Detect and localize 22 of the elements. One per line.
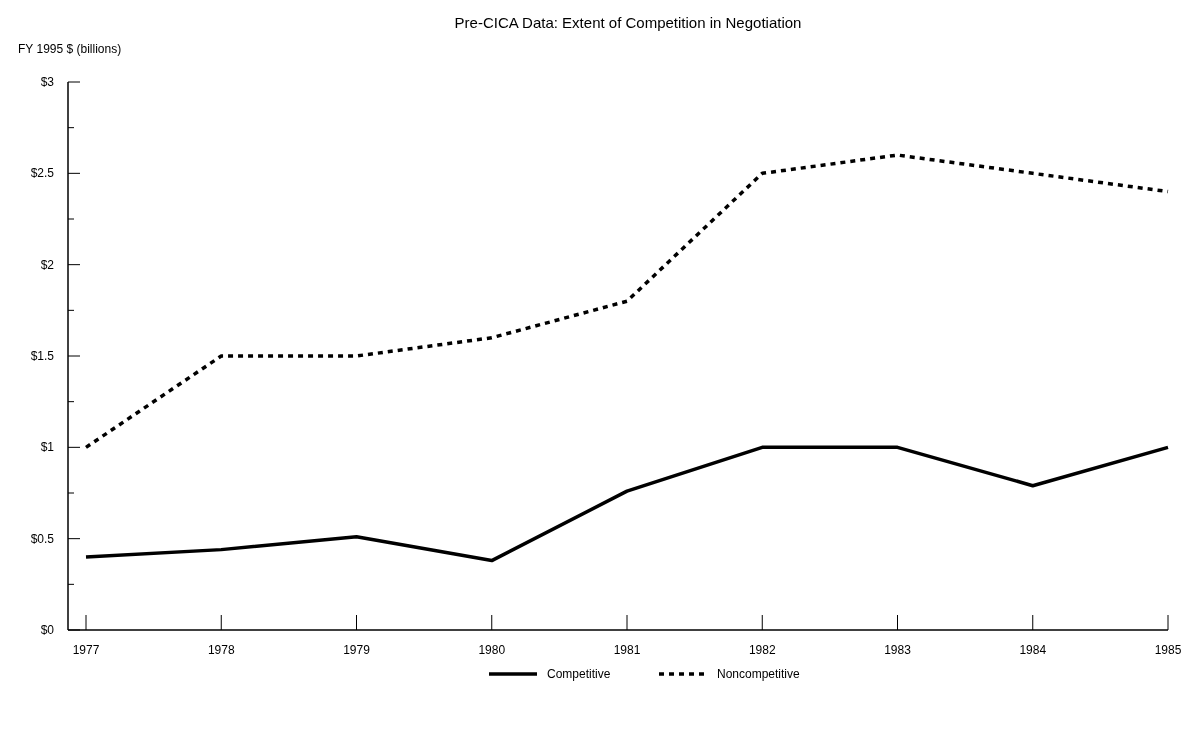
line-series	[84, 153, 1170, 450]
x-tick-label: 1979	[343, 643, 371, 657]
chart-title: Pre-CICA Data: Extent of Competition in Negotiation	[454, 14, 802, 31]
y-tick-label: $0	[40, 623, 55, 637]
legend-label: Competitive	[547, 667, 611, 681]
x-tick-label: 1981	[613, 643, 641, 657]
x-tick-label: 1978	[207, 643, 235, 657]
y-tick-label: $2	[40, 257, 55, 272]
x-tick-label: 1980	[478, 643, 506, 657]
legend-label: Noncompetitive	[717, 667, 801, 681]
x-tick-label: 1983	[884, 643, 912, 657]
y-axis-title: FY 1995 $ (billions)	[18, 42, 122, 56]
y-tick-label: $1	[40, 440, 55, 455]
x-tick-label: 1982	[748, 643, 776, 657]
y-tick-label: $3	[40, 75, 55, 89]
y-tick-label: $1.5	[30, 349, 55, 363]
x-tick-label: 1977	[72, 643, 100, 657]
y-tick-label: $2.5	[30, 166, 55, 181]
x-tick-label: 1985	[1154, 643, 1182, 657]
x-tick-label: 1984	[1019, 643, 1047, 657]
y-tick-label: $0.5	[30, 531, 55, 546]
line-series	[84, 445, 1170, 563]
